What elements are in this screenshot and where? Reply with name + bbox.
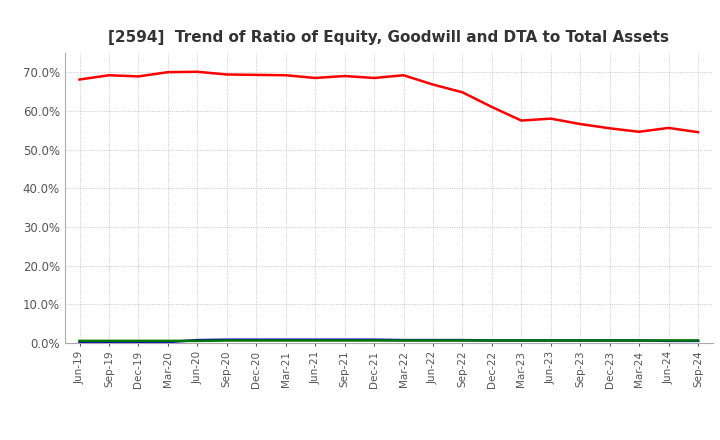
Equity bbox=[428, 82, 437, 87]
Equity bbox=[606, 126, 614, 131]
Equity bbox=[104, 73, 113, 78]
Goodwill bbox=[252, 337, 261, 342]
Deferred Tax Assets bbox=[163, 338, 172, 344]
Goodwill bbox=[222, 337, 231, 342]
Deferred Tax Assets bbox=[75, 338, 84, 344]
Line: Equity: Equity bbox=[79, 72, 698, 132]
Goodwill bbox=[193, 337, 202, 343]
Line: Goodwill: Goodwill bbox=[79, 340, 698, 342]
Equity bbox=[341, 73, 349, 79]
Equity bbox=[370, 75, 379, 81]
Goodwill bbox=[428, 337, 437, 343]
Goodwill bbox=[341, 337, 349, 342]
Deferred Tax Assets bbox=[370, 338, 379, 343]
Goodwill bbox=[517, 338, 526, 343]
Equity bbox=[222, 72, 231, 77]
Deferred Tax Assets bbox=[546, 338, 555, 343]
Equity bbox=[576, 121, 585, 127]
Deferred Tax Assets bbox=[635, 338, 644, 343]
Deferred Tax Assets bbox=[694, 338, 703, 343]
Deferred Tax Assets bbox=[311, 338, 320, 343]
Deferred Tax Assets bbox=[458, 338, 467, 343]
Deferred Tax Assets bbox=[104, 338, 113, 344]
Equity bbox=[75, 77, 84, 82]
Deferred Tax Assets bbox=[399, 338, 408, 343]
Deferred Tax Assets bbox=[252, 338, 261, 343]
Deferred Tax Assets bbox=[517, 338, 526, 343]
Equity bbox=[517, 118, 526, 123]
Deferred Tax Assets bbox=[487, 338, 496, 343]
Goodwill bbox=[134, 339, 143, 345]
Goodwill bbox=[694, 338, 703, 344]
Equity bbox=[487, 104, 496, 110]
Equity bbox=[134, 74, 143, 79]
Goodwill bbox=[606, 338, 614, 343]
Equity bbox=[694, 129, 703, 135]
Equity bbox=[163, 70, 172, 75]
Goodwill bbox=[458, 337, 467, 343]
Deferred Tax Assets bbox=[134, 338, 143, 344]
Goodwill bbox=[311, 337, 320, 342]
Goodwill bbox=[576, 338, 585, 343]
Goodwill bbox=[75, 339, 84, 345]
Goodwill bbox=[487, 338, 496, 343]
Equity bbox=[252, 72, 261, 77]
Equity bbox=[399, 73, 408, 78]
Equity bbox=[311, 75, 320, 81]
Deferred Tax Assets bbox=[428, 338, 437, 343]
Deferred Tax Assets bbox=[222, 338, 231, 343]
Goodwill bbox=[163, 339, 172, 345]
Deferred Tax Assets bbox=[576, 338, 585, 343]
Goodwill bbox=[370, 337, 379, 342]
Equity bbox=[665, 125, 673, 131]
Title: [2594]  Trend of Ratio of Equity, Goodwill and DTA to Total Assets: [2594] Trend of Ratio of Equity, Goodwil… bbox=[108, 29, 670, 45]
Goodwill bbox=[546, 338, 555, 343]
Equity bbox=[282, 73, 290, 78]
Goodwill bbox=[665, 338, 673, 344]
Equity bbox=[193, 69, 202, 74]
Deferred Tax Assets bbox=[665, 338, 673, 343]
Equity bbox=[546, 116, 555, 121]
Equity bbox=[458, 90, 467, 95]
Goodwill bbox=[104, 339, 113, 345]
Deferred Tax Assets bbox=[341, 338, 349, 343]
Deferred Tax Assets bbox=[193, 338, 202, 344]
Deferred Tax Assets bbox=[606, 338, 614, 343]
Deferred Tax Assets bbox=[282, 338, 290, 343]
Goodwill bbox=[282, 337, 290, 342]
Goodwill bbox=[635, 338, 644, 343]
Goodwill bbox=[399, 337, 408, 343]
Equity bbox=[635, 129, 644, 135]
